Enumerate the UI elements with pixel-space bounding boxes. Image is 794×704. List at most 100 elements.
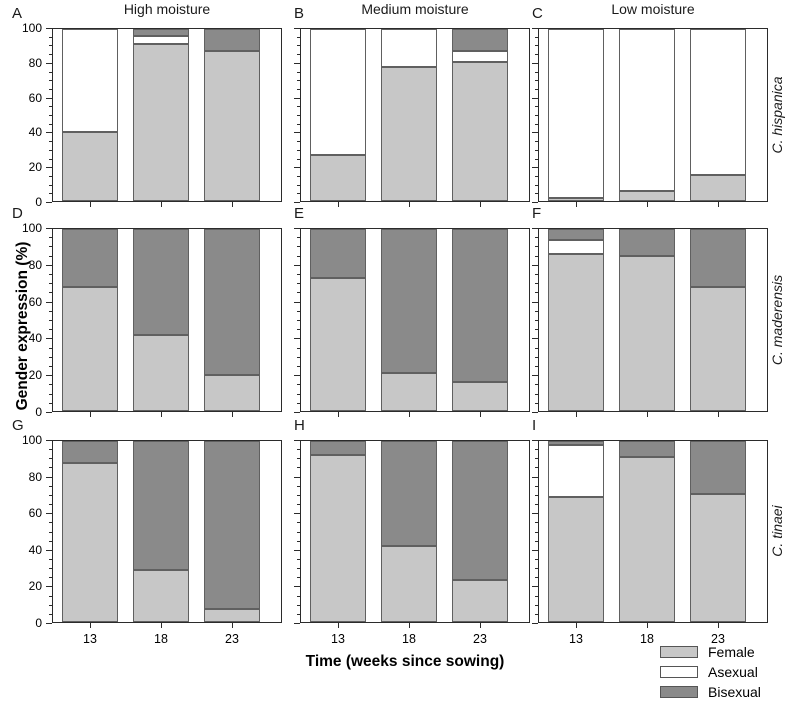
y-major-tick (46, 477, 52, 478)
y-major-tick (532, 375, 538, 376)
y-major-tick (294, 63, 300, 64)
bar-segment-female (452, 381, 508, 411)
panel-letter-f: F (532, 205, 542, 222)
x-tick-label: 13 (569, 632, 583, 646)
y-major-tick (532, 132, 538, 133)
y-minor-tick (297, 467, 300, 468)
y-minor-tick (535, 320, 538, 321)
y-minor-tick (49, 124, 52, 125)
bar-segment-female (310, 278, 366, 411)
y-major-tick (532, 265, 538, 266)
y-major-tick (294, 375, 300, 376)
column-title-high-moisture: High moisture (123, 1, 211, 17)
x-tick (576, 412, 577, 417)
y-minor-tick (49, 522, 52, 523)
y-minor-tick (49, 320, 52, 321)
bar-segment-bisexual (310, 229, 366, 279)
y-minor-tick (49, 256, 52, 257)
y-minor-tick (49, 541, 52, 542)
y-major-tick (46, 132, 52, 133)
x-tick (576, 202, 577, 207)
y-minor-tick (535, 384, 538, 385)
y-minor-tick (297, 495, 300, 496)
y-minor-tick (535, 532, 538, 533)
x-tick (232, 412, 233, 417)
y-major-tick (294, 513, 300, 514)
y-minor-tick (49, 403, 52, 404)
y-minor-tick (49, 45, 52, 46)
bar-segment-bisexual (381, 229, 437, 373)
bar-segment-asexual (548, 29, 604, 198)
y-minor-tick (49, 292, 52, 293)
y-minor-tick (297, 124, 300, 125)
y-minor-tick (49, 185, 52, 186)
y-minor-tick (49, 80, 52, 81)
y-minor-tick (535, 80, 538, 81)
x-tick (647, 623, 648, 628)
bar-segment-female (381, 66, 437, 201)
bar-segment-bisexual (690, 441, 746, 494)
y-tick-label: 60 (28, 506, 42, 520)
y-minor-tick (297, 449, 300, 450)
y-major-tick (294, 167, 300, 168)
y-major-tick (46, 586, 52, 587)
y-major-tick (532, 167, 538, 168)
y-tick-label: 0 (35, 195, 42, 209)
y-minor-tick (535, 311, 538, 312)
bisexual-swatch-icon (660, 686, 698, 698)
y-minor-tick (535, 274, 538, 275)
bar-segment-bisexual (548, 229, 604, 240)
x-tick (718, 412, 719, 417)
bar-segment-female (452, 61, 508, 201)
y-minor-tick (535, 115, 538, 116)
y-major-tick (46, 513, 52, 514)
bar-segment-bisexual (548, 441, 604, 445)
x-tick (647, 412, 648, 417)
y-tick-label: 100 (21, 221, 42, 235)
y-minor-tick (49, 504, 52, 505)
y-minor-tick (535, 159, 538, 160)
y-minor-tick (49, 366, 52, 367)
bar-segment-female (548, 197, 604, 201)
panel-letter-d: D (12, 205, 23, 222)
y-minor-tick (49, 605, 52, 606)
y-major-tick (294, 302, 300, 303)
x-tick-label: 18 (640, 632, 654, 646)
legend-item-female: Female (660, 645, 790, 659)
y-tick-label: 40 (28, 125, 42, 139)
y-minor-tick (297, 486, 300, 487)
x-tick (718, 202, 719, 207)
y-minor-tick (535, 54, 538, 55)
legend-item-bisexual: Bisexual (660, 685, 790, 699)
y-minor-tick (297, 246, 300, 247)
y-minor-tick (49, 283, 52, 284)
y-minor-tick (49, 106, 52, 107)
y-minor-tick (49, 357, 52, 358)
y-minor-tick (535, 467, 538, 468)
female-swatch-icon (660, 646, 698, 658)
x-tick-label: 18 (402, 632, 416, 646)
y-minor-tick (49, 115, 52, 116)
y-major-tick (46, 228, 52, 229)
x-tick (338, 623, 339, 628)
y-major-tick (532, 550, 538, 551)
y-major-tick (294, 265, 300, 266)
y-minor-tick (49, 141, 52, 142)
y-major-tick (532, 202, 538, 203)
y-minor-tick (535, 577, 538, 578)
y-major-tick (294, 586, 300, 587)
y-tick-label: 100 (21, 21, 42, 35)
bar-segment-bisexual (381, 441, 437, 546)
bar-segment-bisexual (204, 229, 260, 375)
y-minor-tick (535, 193, 538, 194)
bar-segment-bisexual (690, 229, 746, 288)
y-major-tick (532, 586, 538, 587)
panel-letter-c: C (532, 5, 543, 22)
y-major-tick (46, 167, 52, 168)
y-major-tick (532, 98, 538, 99)
y-tick-label: 80 (28, 470, 42, 484)
y-minor-tick (49, 176, 52, 177)
y-minor-tick (297, 403, 300, 404)
y-minor-tick (49, 495, 52, 496)
